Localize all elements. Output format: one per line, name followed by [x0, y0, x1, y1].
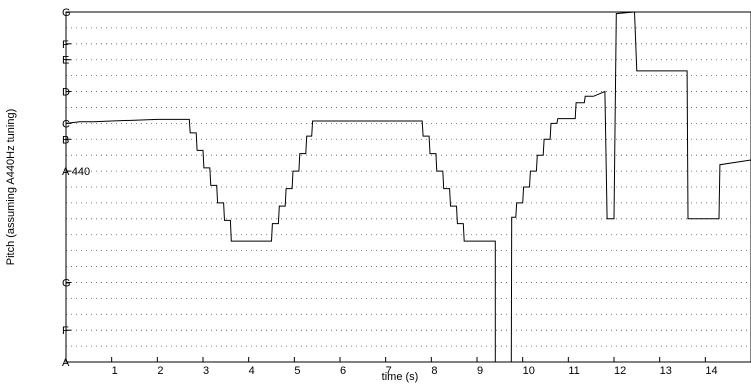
y-tick-label: G [62, 7, 71, 19]
y-tick-label: F [62, 325, 69, 337]
x-tick-label: 4 [249, 365, 255, 377]
x-tick-label: 7 [386, 365, 392, 377]
x-tick-label: 14 [705, 365, 717, 377]
y-tick-label: A [62, 357, 70, 369]
y-tick-label: B [62, 134, 69, 146]
grid-lines [66, 11, 751, 347]
x-tick-label: 10 [523, 365, 535, 377]
x-tick-label: 2 [157, 365, 163, 377]
x-axis-label: time (s) [382, 371, 419, 383]
y-tick-label: F [62, 39, 69, 51]
x-tick-label: 8 [431, 365, 437, 377]
plot-frame [65, 11, 751, 363]
y-tick-label: D [62, 87, 70, 99]
x-tick-label: 13 [660, 365, 672, 377]
y-tick-label: E [62, 55, 69, 67]
x-tick-label: 9 [477, 365, 483, 377]
axis-ticks [66, 11, 751, 363]
y-tick-label: A 440 [62, 166, 90, 178]
x-tick-label: 12 [614, 365, 626, 377]
x-tick-label: 6 [340, 365, 346, 377]
x-tick-label: 5 [294, 365, 300, 377]
x-tick-label: 11 [568, 365, 579, 377]
x-tick-label: 3 [203, 365, 209, 377]
pitch-series-line [65, 11, 751, 363]
y-tick-label: C [62, 118, 70, 130]
y-axis-label: Pitch (assuming A440Hz tuning) [5, 109, 17, 266]
y-tick-label: G [62, 277, 71, 289]
x-tick-label: 1 [112, 365, 118, 377]
x-tick-labels: 123456789101112131415 [112, 365, 718, 377]
